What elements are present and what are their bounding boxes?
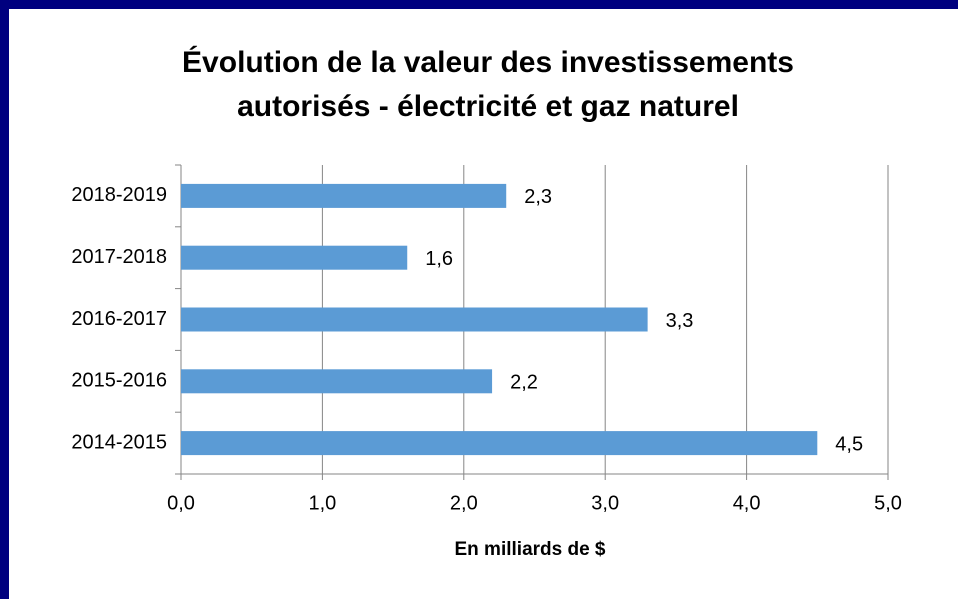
x-tick-label: 0,0 bbox=[167, 492, 195, 514]
value-label: 2,3 bbox=[524, 186, 552, 208]
bar bbox=[181, 245, 408, 270]
value-label: 3,3 bbox=[666, 310, 694, 332]
x-tick-label: 1,0 bbox=[308, 492, 336, 514]
bar bbox=[181, 431, 818, 456]
x-tick-label: 4,0 bbox=[733, 492, 761, 514]
y-tick-label: 2016-2017 bbox=[71, 308, 167, 330]
x-tick-label: 5,0 bbox=[874, 492, 902, 514]
y-tick-label: 2014-2015 bbox=[71, 431, 167, 453]
y-tick-label: 2015-2016 bbox=[71, 370, 167, 392]
chart-title: Évolution de la valeur des investissemen… bbox=[182, 45, 794, 79]
frame-top bbox=[0, 0, 958, 9]
value-label: 4,5 bbox=[835, 433, 863, 455]
value-label: 2,2 bbox=[510, 372, 538, 394]
bar bbox=[181, 307, 648, 332]
y-tick-label: 2018-2019 bbox=[71, 184, 167, 206]
x-tick-label: 3,0 bbox=[591, 492, 619, 514]
bar bbox=[181, 369, 493, 394]
x-axis-label: En milliards de $ bbox=[455, 539, 606, 560]
value-label: 1,6 bbox=[425, 248, 453, 270]
y-tick-label: 2017-2018 bbox=[71, 246, 167, 268]
chart-title: autorisés - électricité et gaz naturel bbox=[237, 90, 739, 123]
frame-left bbox=[0, 0, 9, 599]
bar bbox=[181, 183, 507, 208]
x-tick-label: 2,0 bbox=[450, 492, 478, 514]
